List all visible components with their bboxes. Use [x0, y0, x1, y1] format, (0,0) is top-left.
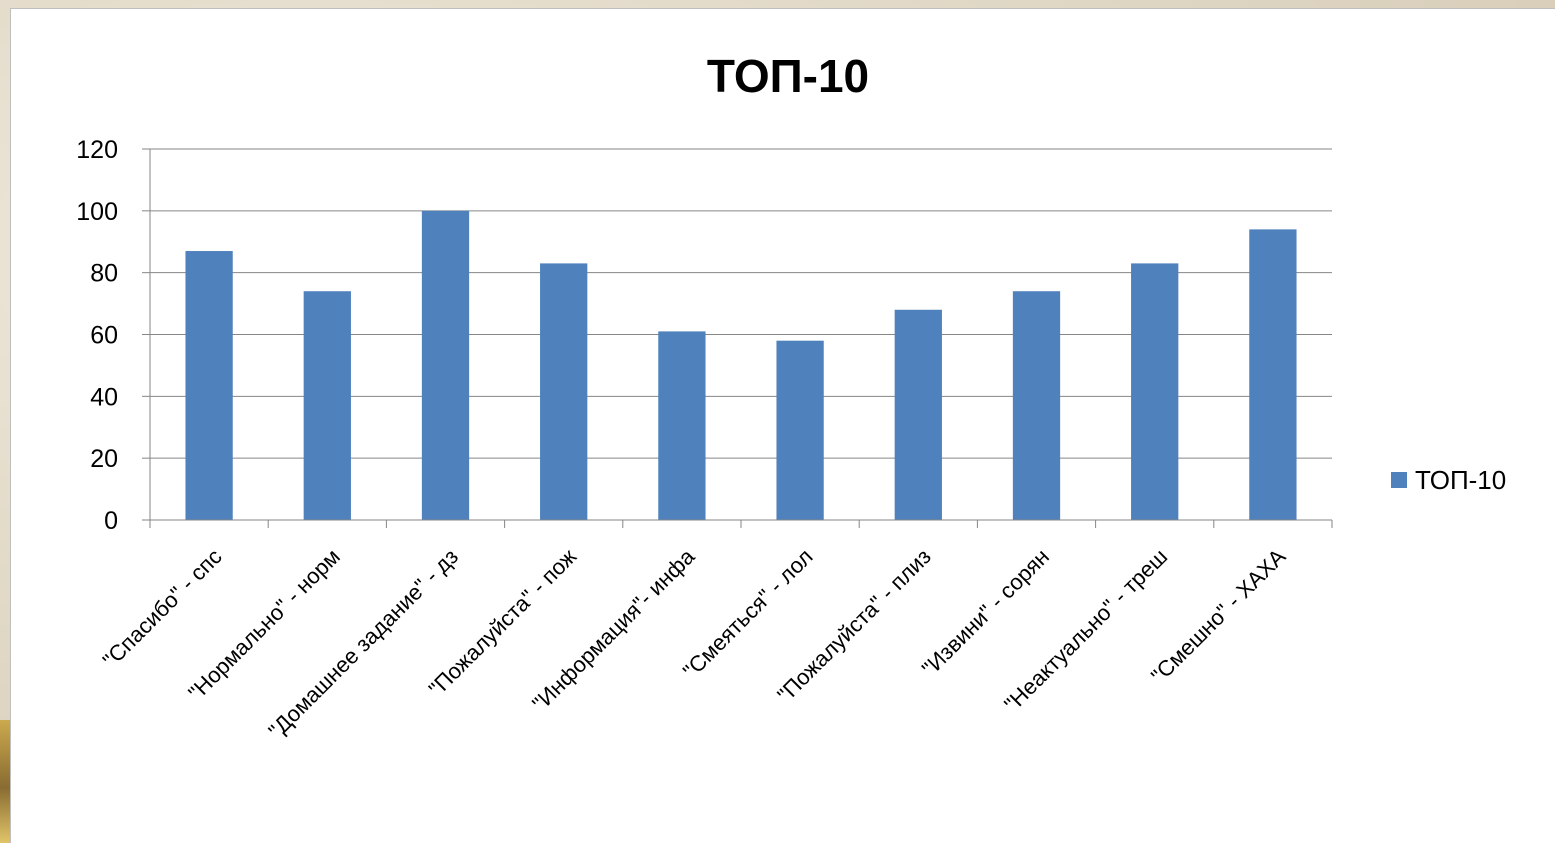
y-tick-label-0: 0: [104, 507, 118, 535]
bar-7: [894, 309, 942, 520]
bar-1: [185, 251, 233, 520]
chart-title: ТОП-10: [707, 50, 869, 102]
bar-5: [658, 331, 706, 520]
category-labels: "Спасибо" - спс"Нормально" - норм"Домашн…: [98, 543, 1291, 743]
y-tick-label-100: 100: [76, 198, 118, 226]
y-tick-label-60: 60: [90, 322, 118, 350]
y-tick-label-80: 80: [90, 260, 118, 288]
category-label-6: "Смеяться" - лол: [678, 544, 818, 684]
bar-4: [540, 263, 588, 520]
y-tick-label-40: 40: [90, 383, 118, 411]
bars: [185, 210, 1297, 521]
bar-3: [421, 210, 470, 521]
category-label-8: "Извини" - сорян: [917, 544, 1054, 681]
bar-9: [1131, 263, 1179, 520]
y-tick-label-120: 120: [76, 136, 118, 164]
bar-8: [1012, 291, 1061, 520]
y-axis-ticks: 0 20 40 60 80 100 120: [76, 136, 118, 535]
category-label-3: "Домашнее задание" - дз: [263, 544, 463, 744]
category-label-1: "Спасибо" - спс: [98, 544, 227, 673]
bar-10: [1249, 229, 1297, 520]
legend-swatch: [1391, 472, 1407, 488]
legend: ТОП-10: [1391, 465, 1506, 495]
x-axis: [149, 149, 1333, 528]
bar-2: [303, 291, 351, 520]
y-tick-label-20: 20: [90, 445, 118, 473]
bar-6: [776, 340, 824, 520]
legend-label: ТОП-10: [1415, 465, 1506, 495]
